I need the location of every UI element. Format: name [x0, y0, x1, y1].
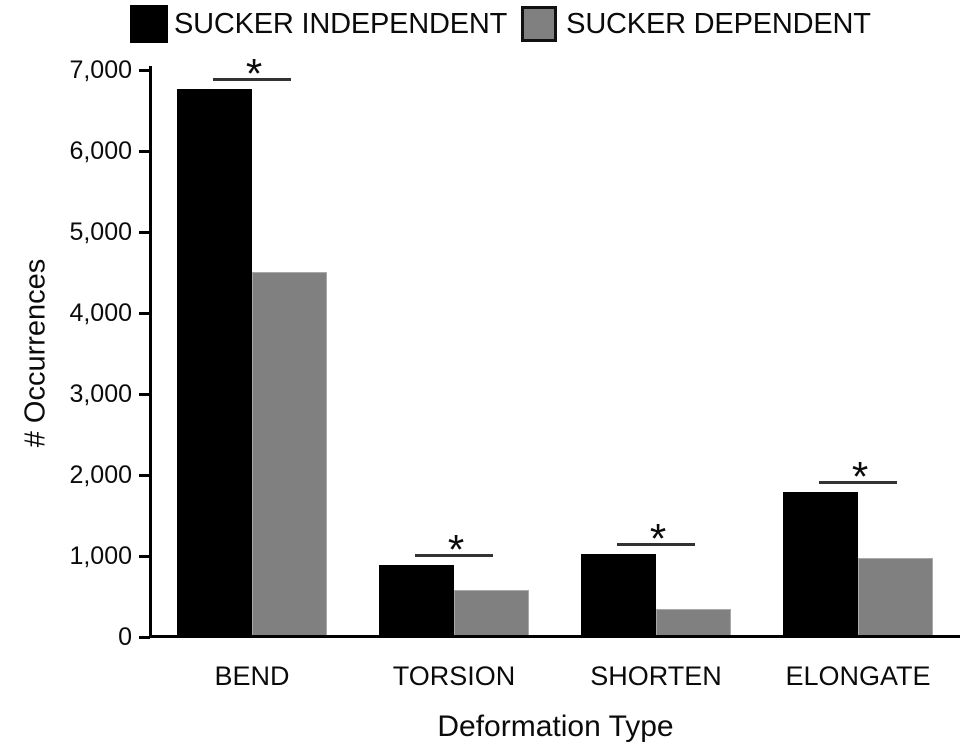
y-tick-mark: [139, 636, 150, 639]
legend-label-sucker-independent: SUCKER INDEPENDENT: [174, 7, 508, 40]
significance-line-bend: [213, 78, 291, 81]
category-label-bend: BEND: [214, 661, 290, 691]
significance-line-shorten: [617, 543, 695, 546]
y-tick-mark: [139, 474, 150, 477]
significance-asterisk-torsion: *: [447, 526, 465, 573]
y-tick-label: 3,000: [69, 380, 132, 408]
y-tick-mark: [139, 150, 150, 153]
y-tick-label: 7,000: [69, 56, 132, 84]
category-label-torsion: TORSION: [392, 661, 516, 691]
y-axis-title: # Occurrences: [19, 258, 52, 448]
bar-bend-sucker-dependent: [252, 272, 327, 637]
x-axis-line: [149, 635, 960, 638]
legend-swatch-sucker-dependent: [521, 6, 558, 42]
category-label-shorten: SHORTEN: [590, 661, 722, 691]
significance-asterisk-bend: *: [245, 50, 263, 97]
y-tick-label: 6,000: [69, 137, 132, 165]
bar-shorten-sucker-dependent: [656, 609, 731, 637]
significance-line-elongate: [819, 481, 897, 484]
category-label-elongate: ELONGATE: [785, 661, 931, 691]
legend-swatch-sucker-independent: [130, 5, 168, 43]
significance-asterisk-elongate: *: [851, 453, 869, 500]
y-tick-mark: [139, 393, 150, 396]
chart-legend: SUCKER INDEPENDENT SUCKER DEPENDENT: [130, 2, 871, 46]
y-tick-label: 2,000: [69, 461, 132, 489]
bar-bend-sucker-independent: [177, 89, 252, 637]
y-tick-mark: [139, 231, 150, 234]
significance-asterisk-shorten: *: [649, 515, 667, 562]
y-tick-label: 5,000: [69, 218, 132, 246]
bar-torsion-sucker-independent: [379, 565, 454, 637]
y-tick-label: 0: [118, 623, 132, 651]
y-tick-label: 4,000: [69, 299, 132, 327]
bar-elongate-sucker-dependent: [858, 558, 933, 637]
legend-label-sucker-dependent: SUCKER DEPENDENT: [566, 7, 871, 40]
y-tick-mark: [139, 69, 150, 72]
bar-shorten-sucker-independent: [581, 554, 656, 637]
x-axis-title: Deformation Type: [437, 710, 674, 743]
bar-elongate-sucker-independent: [783, 492, 858, 637]
y-tick-mark: [139, 555, 150, 558]
significance-line-torsion: [415, 554, 493, 557]
bar-torsion-sucker-dependent: [454, 590, 529, 637]
y-tick-mark: [139, 312, 150, 315]
y-tick-label: 1,000: [69, 542, 132, 570]
y-axis-line: [149, 66, 152, 638]
